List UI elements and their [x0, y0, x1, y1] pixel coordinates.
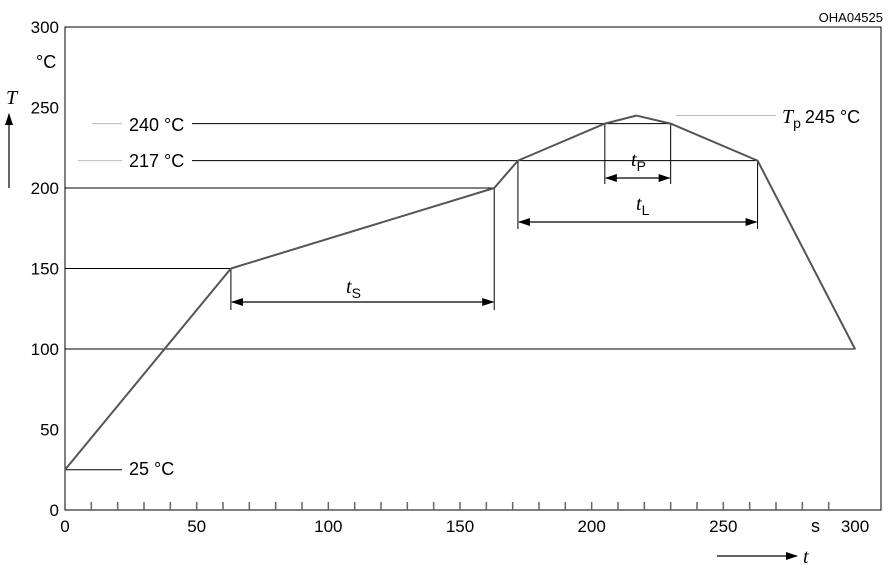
annotation-25c: 25 °C	[129, 459, 174, 479]
curve-point	[604, 122, 606, 125]
y-tick-label: 150	[31, 260, 59, 279]
x-tick-label: 100	[314, 517, 342, 536]
curve-segment	[230, 187, 495, 270]
y-tick-label: 50	[40, 421, 59, 440]
curve-point	[493, 187, 496, 189]
curve-point	[635, 114, 638, 117]
curve-segment	[517, 122, 606, 162]
y-tick-label: 250	[31, 99, 59, 118]
curve-segment	[604, 114, 637, 125]
temperature-curve	[64, 114, 856, 471]
figure-code: OHA04525	[819, 10, 883, 25]
annotation-tl: tL	[636, 193, 650, 218]
x-tick-label: 200	[577, 517, 605, 536]
reference-lines	[65, 115, 855, 471]
curve-point	[756, 159, 759, 162]
y-tick-label: 300	[31, 18, 59, 37]
annotation-ts: tS	[346, 276, 361, 301]
x-tick-label: 0	[60, 517, 69, 536]
x-axis-label: t	[803, 546, 809, 568]
curve-segment	[636, 114, 671, 125]
curve-segment	[493, 159, 519, 189]
curve-point	[230, 267, 232, 270]
curve-segment	[64, 267, 232, 471]
dimension-arrows	[230, 174, 758, 306]
y-tick-label: 0	[50, 501, 59, 520]
curve-point	[517, 159, 519, 162]
annotation-240c: 240 °C	[129, 115, 184, 135]
x-tick-labels: 0 50 100 150 200 250 300	[60, 517, 869, 536]
x-tick-marks	[90, 502, 830, 510]
x-tick-label: 300	[841, 517, 869, 536]
annotation-217c: 217 °C	[129, 151, 184, 171]
annotation-tp-duration: tP	[631, 149, 646, 174]
y-axis-label: T	[6, 87, 19, 109]
x-unit-label: s	[811, 516, 820, 536]
annotation-tp-peak: Tp 245 °C	[782, 106, 860, 131]
y-tick-label: 100	[31, 340, 59, 359]
curve-point	[669, 122, 672, 125]
curve-point	[854, 348, 856, 350]
curve-segment	[756, 160, 856, 350]
curve-point	[64, 468, 66, 471]
x-tick-label: 50	[187, 517, 206, 536]
curve-segment	[670, 122, 758, 162]
x-tick-label: 150	[446, 517, 474, 536]
y-unit-label: °C	[36, 52, 56, 72]
x-tick-label: 250	[709, 517, 737, 536]
y-tick-label: 200	[31, 179, 59, 198]
y-tick-labels: 0 50 100 150 200 250 300	[31, 18, 59, 520]
